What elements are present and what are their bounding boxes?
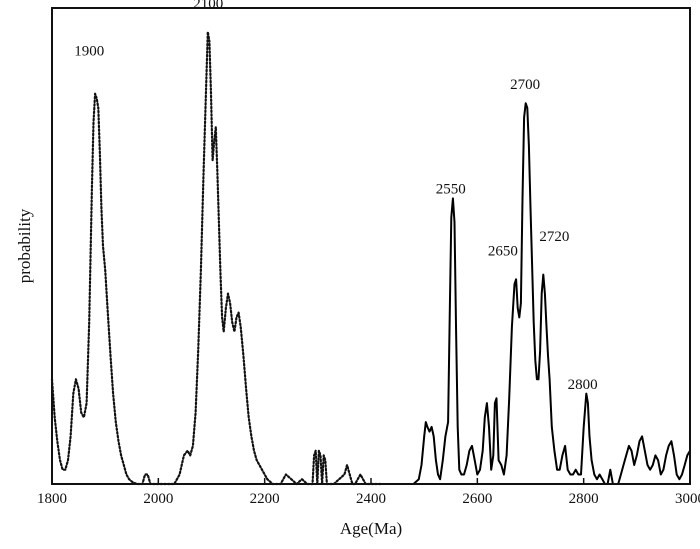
- peak-label: 2700: [510, 77, 540, 93]
- peak-label: 2650: [488, 244, 518, 260]
- peak-label: 2720: [539, 229, 569, 245]
- x-tick-label: 1800: [37, 491, 67, 507]
- annotations: BF1900210025502650270027202800: [74, 0, 597, 393]
- x-tick-label: 2800: [569, 491, 599, 507]
- x-axis-label: Age(Ma): [340, 519, 402, 538]
- peak-label: 2550: [436, 182, 466, 198]
- x-axis-ticks: 1800 2000 2200 2400 2600 2800 3000: [37, 478, 700, 507]
- x-tick-label: 2600: [462, 491, 492, 507]
- peak-label: 2800: [568, 377, 598, 393]
- series-line-b: [50, 30, 383, 486]
- y-axis-label: probability: [15, 208, 34, 283]
- x-tick-label: 2400: [356, 491, 386, 507]
- peak-label: 2100: [193, 0, 223, 12]
- series-lines: [50, 30, 691, 486]
- x-tick-label: 3000: [675, 491, 700, 507]
- x-tick-label: 2200: [250, 491, 280, 507]
- series-line-f: [407, 102, 691, 485]
- plot-frame: [51, 7, 691, 485]
- peak-label: 1900: [74, 44, 104, 60]
- x-tick-label: 2000: [143, 491, 173, 507]
